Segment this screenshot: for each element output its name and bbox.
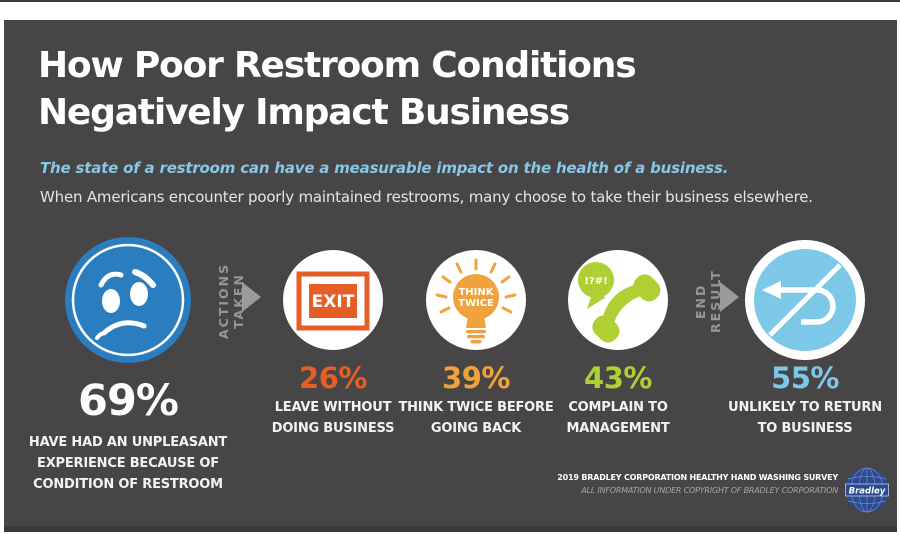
bulb-rays bbox=[435, 258, 517, 314]
stat-label: THINK TWICE BEFORE GOING BACK bbox=[398, 400, 554, 436]
stat-value: 69% bbox=[78, 376, 179, 426]
sad-face-icon bbox=[65, 237, 191, 363]
stat-label: COMPLAIN TO MANAGEMENT bbox=[566, 400, 670, 436]
bradley-globe-icon: Bradley bbox=[845, 467, 889, 513]
flow-label-end-result: END RESULT bbox=[693, 269, 723, 333]
subtitle-body: When Americans encounter poorly maintain… bbox=[40, 188, 813, 206]
phone-complaint-icon: !?#! bbox=[568, 250, 668, 350]
stat-value: 26% bbox=[299, 361, 367, 395]
stat-value: 55% bbox=[771, 361, 839, 395]
bulb-text-line1: THINK bbox=[458, 287, 494, 298]
arrow-right-icon bbox=[242, 282, 261, 312]
speech-bubble-text: !?#! bbox=[584, 276, 607, 287]
stat-column-complain: !?#! bbox=[568, 250, 668, 350]
stat-column-unpleasant-experience bbox=[64, 236, 192, 364]
arrow-right-icon bbox=[720, 282, 739, 312]
footer-copyright-line: ALL INFORMATION UNDER COPYRIGHT OF BRADL… bbox=[581, 486, 838, 495]
stat-column-no-return bbox=[745, 240, 865, 360]
bulb-text-line2: TWICE bbox=[458, 298, 494, 309]
no-return-arrow-icon bbox=[745, 240, 865, 360]
bradley-logo: Bradley bbox=[844, 467, 890, 513]
subtitle-emphasis: The state of a restroom can have a measu… bbox=[40, 159, 729, 177]
think-twice-bulb-icon: THINK TWICE bbox=[426, 250, 526, 350]
exit-sign-icon: EXIT bbox=[283, 250, 383, 350]
stat-column-leave: EXIT bbox=[283, 250, 383, 350]
stat-column-think-twice: THINK TWICE bbox=[426, 250, 526, 350]
stat-label: LEAVE WITHOUT DOING BUSINESS bbox=[271, 400, 395, 436]
stat-value: 39% bbox=[442, 361, 510, 395]
page-top-edge bbox=[0, 0, 900, 2]
bradley-logo-text: Bradley bbox=[849, 487, 886, 497]
page-title: How Poor Restroom Conditions Negatively … bbox=[38, 42, 637, 136]
title-line-2: Negatively Impact Business bbox=[38, 92, 570, 133]
footer-survey-line: 2019 BRADLEY CORPORATION HEALTHY HAND WA… bbox=[557, 473, 838, 482]
stat-label: HAVE HAD AN UNPLEASANT EXPERIENCE BECAUS… bbox=[28, 435, 228, 492]
stat-label: UNLIKELY TO RETURN TO BUSINESS bbox=[728, 400, 882, 436]
infographic-panel: How Poor Restroom Conditions Negatively … bbox=[4, 20, 897, 532]
stat-value: 43% bbox=[584, 361, 652, 395]
title-line-1: How Poor Restroom Conditions bbox=[38, 45, 637, 86]
phone-handset bbox=[592, 274, 661, 343]
exit-sign-text: EXIT bbox=[312, 292, 355, 312]
